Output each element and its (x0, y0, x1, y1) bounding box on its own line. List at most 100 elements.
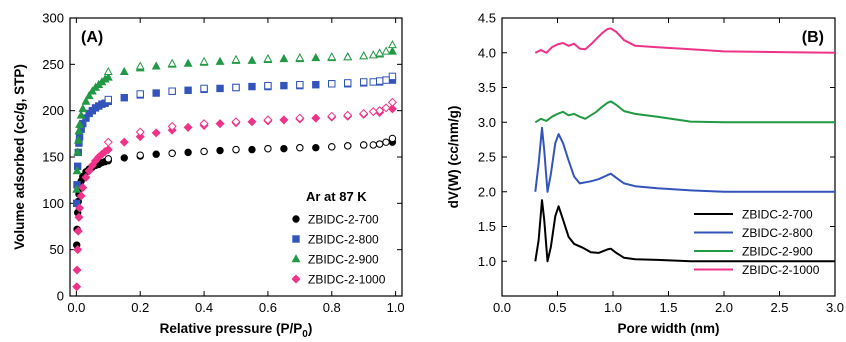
legend-label: ZBIDC-2-800 (742, 226, 813, 240)
x-tick-label: 0.6 (259, 300, 277, 315)
adsorption-point (216, 84, 224, 93)
legend-a: Ar at 87 K ZBIDC-2-700 ZBIDC-2-800 ZBIDC-2-… (291, 189, 386, 287)
adsorption-point (312, 144, 320, 152)
desorption-point (344, 142, 352, 150)
desorption-point (103, 137, 113, 147)
desorption-point (368, 107, 378, 117)
adsorption-point (78, 103, 88, 113)
adsorption-point (247, 55, 257, 64)
y-tick-label: 2.5 (478, 150, 496, 165)
y-tick-label: 4.0 (478, 45, 496, 60)
y-tick-label: 300 (42, 11, 64, 26)
desorption-point (168, 87, 176, 95)
y-tick-label: 1.5 (478, 219, 496, 234)
adsorption-point (72, 282, 82, 292)
series-line-zbidc-2-700 (534, 199, 835, 263)
adsorption-point (280, 144, 288, 153)
desorption-point (344, 79, 352, 87)
adsorption-point (72, 166, 82, 175)
legend-label: ZBIDC-2-800 (308, 233, 379, 247)
adsorption-point (248, 82, 256, 91)
adsorption-point (280, 81, 288, 90)
desorption-point (388, 72, 397, 81)
legend-label: ZBIDC-2-1000 (308, 273, 386, 287)
y-tick-label: 200 (42, 103, 64, 118)
x-tick-label: 0.4 (195, 300, 213, 315)
x-tick-label: 2.5 (770, 300, 788, 315)
desorption-point (343, 52, 353, 61)
desorption-point (168, 149, 176, 157)
legend-title: Ar at 87 K (306, 189, 367, 204)
adsorption-point (72, 184, 82, 193)
desorption-point (382, 138, 390, 146)
y-tick-label: 100 (42, 196, 64, 211)
adsorption-point (103, 72, 113, 81)
adsorption-point (103, 145, 113, 155)
series-line-zbidc-2-800 (534, 126, 835, 193)
desorption-point (231, 54, 241, 63)
desorption-point (263, 53, 273, 63)
adsorption-point (119, 137, 129, 147)
desorption-point (103, 66, 113, 76)
desorption-point (199, 119, 209, 129)
desorption-point (382, 76, 390, 84)
adsorption-point (81, 96, 91, 105)
adsorption-point (84, 166, 94, 176)
adsorption-point (119, 66, 129, 76)
series-zbidc-2-1000 (72, 97, 397, 292)
desorption-point (264, 144, 272, 153)
desorption-point (232, 83, 240, 92)
adsorption-point (215, 56, 225, 65)
adsorption-point (72, 265, 82, 275)
legend-b: ZBIDC-2-700 ZBIDC-2-800 ZBIDC-2-900 ZBIDC-2… (694, 208, 820, 277)
adsorption-point (76, 191, 86, 201)
x-tick-label: 1.0 (604, 300, 622, 315)
desorption-point (375, 106, 385, 116)
x-tick-label: 3.0 (826, 300, 844, 315)
adsorption-point (78, 183, 88, 193)
x-axis-label-subscript: 0 (302, 329, 308, 340)
y-tick-label: 1.0 (478, 254, 496, 269)
adsorption-point (247, 117, 257, 127)
desorption-point (369, 141, 377, 149)
adsorption-point (84, 90, 94, 100)
x-axis-label: Relative pressure (P/P0) (160, 321, 313, 340)
desorption-point (104, 95, 113, 104)
y-axis-label: dV(W) (cc/nm/g) (446, 106, 461, 209)
desorption-point (328, 143, 336, 151)
legend-label: ZBIDC-2-900 (742, 245, 813, 259)
desorption-point (387, 40, 397, 49)
desorption-point (264, 81, 272, 90)
legend-label: ZBIDC-2-700 (742, 208, 813, 222)
adsorption-point (387, 46, 397, 55)
adsorption-point (183, 122, 193, 132)
adsorption-point (311, 113, 321, 123)
adsorption-point (73, 245, 83, 255)
desorption-point (359, 78, 368, 86)
desorption-point (359, 51, 369, 60)
x-tick-label: 2.0 (715, 300, 733, 315)
legend-label: ZBIDC-2-900 (308, 253, 379, 267)
adsorption-point (73, 147, 83, 156)
adsorption-point (75, 119, 85, 128)
x-axis-label: Pore width (nm) (618, 321, 720, 336)
desorption-point (200, 84, 208, 93)
series-zbidc-2-900 (72, 40, 397, 193)
desorption-point (375, 77, 384, 85)
adsorption-point (74, 212, 84, 222)
legend-label: ZBIDC-2-700 (308, 213, 379, 227)
y-tick-label: 4.5 (478, 11, 496, 26)
desorption-point (231, 117, 241, 127)
desorption-point (381, 46, 391, 55)
series-line-zbidc-2-900 (534, 100, 835, 124)
adsorption-point (120, 93, 128, 102)
y-tick-label: 3.5 (478, 80, 496, 95)
adsorption-point (76, 110, 86, 119)
adsorption-point (279, 53, 289, 63)
panel-label-b: (B) (802, 29, 824, 46)
desorption-point (375, 140, 384, 148)
x-axis-label-end: ) (308, 321, 313, 336)
desorption-point (167, 58, 177, 67)
desorption-point (388, 134, 397, 143)
